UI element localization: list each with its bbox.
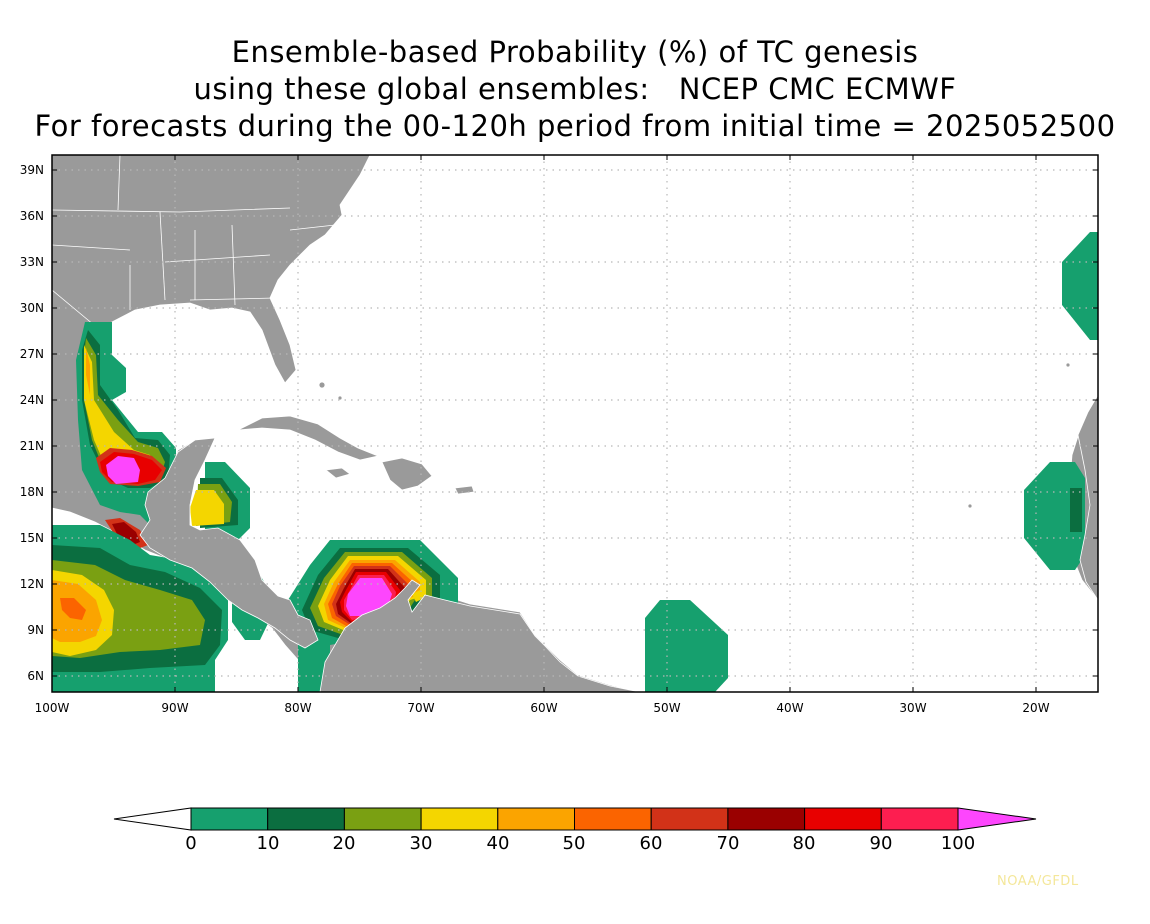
lon-label: 30W xyxy=(899,701,926,715)
colorbar-box xyxy=(880,807,959,831)
lat-label: 27N xyxy=(20,347,44,361)
lon-labels: 100W 90W 80W 70W 60W 50W 40W 30W 20W xyxy=(35,701,1050,715)
title-line-2: using these global ensembles: NCEP CMC E… xyxy=(193,72,957,106)
contour-atl-50w xyxy=(645,600,728,692)
lon-label: 40W xyxy=(776,701,803,715)
land-hispaniola xyxy=(381,457,433,491)
colorbar-under-arrow xyxy=(113,807,192,831)
lon-label: 100W xyxy=(35,701,70,715)
lon-label: 80W xyxy=(284,701,311,715)
colorbar-boxes xyxy=(190,807,959,831)
colorbar: 0 10 20 30 40 50 60 70 80 90 100 xyxy=(113,807,1037,854)
colorbar-label: 0 xyxy=(185,833,196,854)
lon-label: 70W xyxy=(407,701,434,715)
contour-carib-east-2 xyxy=(412,590,424,602)
colorbar-label: 10 xyxy=(257,833,280,854)
lat-label: 9N xyxy=(27,623,44,637)
contour-tehuantepec-inner xyxy=(112,522,140,546)
lat-label: 15N xyxy=(20,531,44,545)
land-cape-verde xyxy=(967,503,973,509)
contour-gulf-40 xyxy=(86,348,90,395)
contour-epac-50 xyxy=(60,598,86,620)
contour-gulf-100 xyxy=(106,456,140,484)
title-line-1: Ensemble-based Probability (%) of TC gen… xyxy=(231,35,919,69)
colorbar-labels: 0 10 20 30 40 50 60 70 80 90 100 xyxy=(185,833,975,854)
colorbar-box xyxy=(343,807,422,831)
contour-ne-atl xyxy=(1062,232,1098,340)
colorbar-label: 90 xyxy=(870,833,893,854)
map-frame xyxy=(51,154,1099,693)
contour-gulf-30 xyxy=(84,345,160,484)
colorbar-label: 70 xyxy=(717,833,740,854)
land-bahamas-2 xyxy=(337,395,343,401)
lat-labels: 39N 36N 33N 30N 27N 24N 21N 18N 15N 12N … xyxy=(20,163,44,683)
colorbar-box xyxy=(727,807,806,831)
credit-text: NOAA/GFDL xyxy=(997,874,1079,889)
tick-marks xyxy=(51,155,1098,692)
colorbar-label: 50 xyxy=(563,833,586,854)
lat-label: 33N xyxy=(20,255,44,269)
lat-label: 39N xyxy=(20,163,44,177)
colorbar-box xyxy=(267,807,345,831)
probability-contours xyxy=(52,232,1098,692)
contour-west-africa-10 xyxy=(1070,488,1082,532)
lon-label: 20W xyxy=(1022,701,1049,715)
lat-label: 30N xyxy=(20,301,44,315)
colorbar-box xyxy=(497,807,575,831)
land-mexico-top xyxy=(139,437,319,649)
lat-label: 6N xyxy=(27,669,44,683)
map-grid xyxy=(52,155,1098,692)
contour-carib-100 xyxy=(346,578,392,616)
lat-label: 12N xyxy=(20,577,44,591)
land-cuba xyxy=(237,415,380,461)
lon-label: 90W xyxy=(161,701,188,715)
colorbar-label: 20 xyxy=(333,833,356,854)
colorbar-box xyxy=(650,807,729,831)
land-colombia-top xyxy=(319,579,641,692)
land-bahamas xyxy=(318,381,326,389)
colorbar-label: 30 xyxy=(410,833,433,854)
land-canaries xyxy=(1065,362,1071,368)
land-jamaica xyxy=(325,467,351,479)
lat-label: 36N xyxy=(20,209,44,223)
colorbar-label: 80 xyxy=(793,833,816,854)
lat-label: 21N xyxy=(20,439,44,453)
lon-label: 50W xyxy=(653,701,680,715)
colorbar-box xyxy=(804,807,882,831)
colorbar-label: 100 xyxy=(941,833,975,854)
colorbar-box xyxy=(190,807,269,831)
lat-label: 24N xyxy=(20,393,44,407)
contour-belize-30 xyxy=(190,490,224,526)
colorbar-over-arrow xyxy=(957,807,1037,831)
colorbar-label: 40 xyxy=(487,833,510,854)
colorbar-box xyxy=(574,807,652,831)
map-area xyxy=(52,155,1098,692)
colorbar-box xyxy=(420,807,499,831)
state-borders xyxy=(52,155,336,609)
title-line-3: For forecasts during the 00-120h period … xyxy=(34,109,1116,143)
lat-label: 18N xyxy=(20,485,44,499)
lon-label: 60W xyxy=(530,701,557,715)
colorbar-label: 60 xyxy=(640,833,663,854)
contour-west-africa xyxy=(1024,462,1085,570)
